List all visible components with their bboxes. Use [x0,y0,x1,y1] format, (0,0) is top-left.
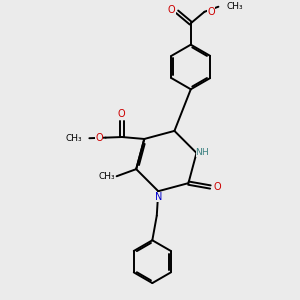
Text: O: O [95,133,103,142]
Text: O: O [118,109,126,119]
Text: N: N [196,148,202,157]
Text: O: O [168,5,176,15]
Text: CH₃: CH₃ [98,172,115,181]
Text: O: O [207,7,215,17]
Text: N: N [154,192,162,202]
Text: CH₃: CH₃ [65,134,82,143]
Text: O: O [213,182,221,192]
Text: H: H [202,148,208,157]
Text: CH₃: CH₃ [226,2,243,10]
